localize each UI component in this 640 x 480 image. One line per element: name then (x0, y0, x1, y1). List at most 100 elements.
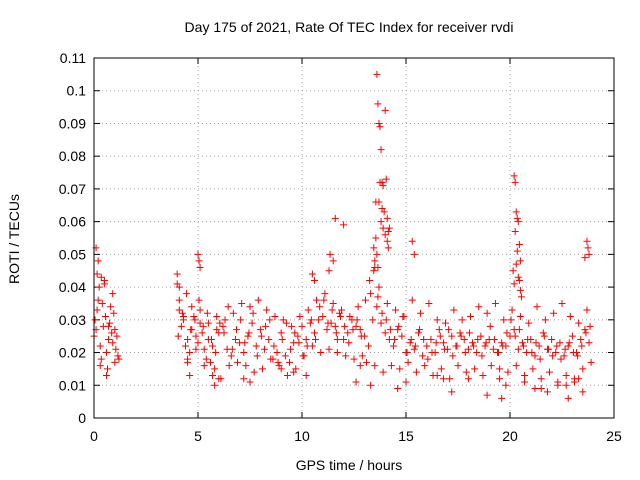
data-point (329, 299, 337, 307)
data-point (408, 237, 416, 245)
data-point (436, 332, 444, 340)
data-point (253, 352, 261, 360)
data-point (470, 342, 478, 350)
data-point (487, 362, 495, 370)
data-point (296, 313, 304, 321)
data-point (510, 172, 518, 180)
data-point (250, 368, 258, 376)
data-point (323, 326, 331, 334)
data-point (303, 342, 311, 350)
data-point (358, 352, 366, 360)
data-point (373, 250, 381, 258)
data-point (376, 178, 384, 186)
data-point (383, 299, 391, 307)
data-point (383, 237, 391, 245)
data-point (423, 342, 431, 350)
data-point (177, 322, 185, 330)
data-point (583, 306, 591, 314)
data-point (91, 316, 99, 324)
data-point (215, 375, 223, 383)
data-point (367, 290, 375, 298)
data-point (558, 299, 566, 307)
data-point (399, 313, 407, 321)
data-point (516, 286, 524, 294)
data-point (273, 349, 281, 357)
data-point (325, 345, 333, 353)
data-point (584, 244, 592, 252)
data-point (515, 277, 523, 285)
y-tick-label: 0.1 (67, 83, 87, 99)
data-point (570, 378, 578, 386)
data-point (428, 349, 436, 357)
data-point (104, 365, 112, 373)
data-point (93, 270, 101, 278)
data-point (379, 368, 387, 376)
data-point (541, 316, 549, 324)
data-point (477, 332, 485, 340)
data-point (382, 316, 390, 324)
data-point (345, 339, 353, 347)
data-point (266, 316, 274, 324)
data-point (511, 227, 519, 235)
data-point (406, 339, 414, 347)
data-point (562, 371, 570, 379)
data-point (182, 342, 190, 350)
data-point (550, 309, 558, 317)
data-point (356, 326, 364, 334)
data-point (569, 349, 577, 357)
data-point (109, 290, 117, 298)
data-point (208, 335, 216, 343)
data-point (514, 345, 522, 353)
data-point (313, 296, 321, 304)
data-point (220, 329, 228, 337)
data-point (372, 234, 380, 242)
data-point (521, 378, 529, 386)
data-point (96, 362, 104, 370)
data-point (238, 299, 246, 307)
data-point (416, 326, 424, 334)
data-point (566, 313, 574, 321)
data-point (491, 299, 499, 307)
data-point (513, 214, 521, 222)
data-point (342, 352, 350, 360)
data-point (557, 355, 565, 363)
data-point (192, 345, 200, 353)
data-point (471, 365, 479, 373)
data-point (460, 335, 468, 343)
data-point (204, 319, 212, 327)
data-point (271, 313, 279, 321)
data-point (478, 352, 486, 360)
data-point (221, 316, 229, 324)
data-point (310, 277, 318, 285)
data-point (531, 352, 539, 360)
data-point (102, 371, 110, 379)
data-point (256, 326, 264, 334)
data-point (249, 309, 257, 317)
data-point (479, 371, 487, 379)
data-point (245, 329, 253, 337)
data-point (439, 339, 447, 347)
data-point (410, 250, 418, 258)
axis-ticks: 0 0.01 0.02 0.03 0.04 0.05 0.06 0.07 0.08 0.09 0.1… (59, 50, 622, 444)
data-point (366, 277, 374, 285)
data-point (511, 332, 519, 340)
data-point (200, 345, 208, 353)
x-tick-label: 0 (90, 428, 98, 444)
data-point (261, 345, 269, 353)
data-point (548, 335, 556, 343)
data-point (474, 335, 482, 343)
data-point (404, 358, 412, 366)
data-point (412, 368, 420, 376)
data-point (228, 345, 236, 353)
data-point (102, 349, 110, 357)
data-point (437, 365, 445, 373)
data-point (199, 322, 207, 330)
data-point (375, 198, 383, 206)
data-point (510, 280, 518, 288)
data-point (209, 371, 217, 379)
y-tick-label: 0.09 (59, 115, 86, 131)
data-point (525, 319, 533, 327)
data-point (575, 375, 583, 383)
grid (94, 58, 614, 418)
x-axis-label: GPS time / hours (296, 457, 403, 473)
